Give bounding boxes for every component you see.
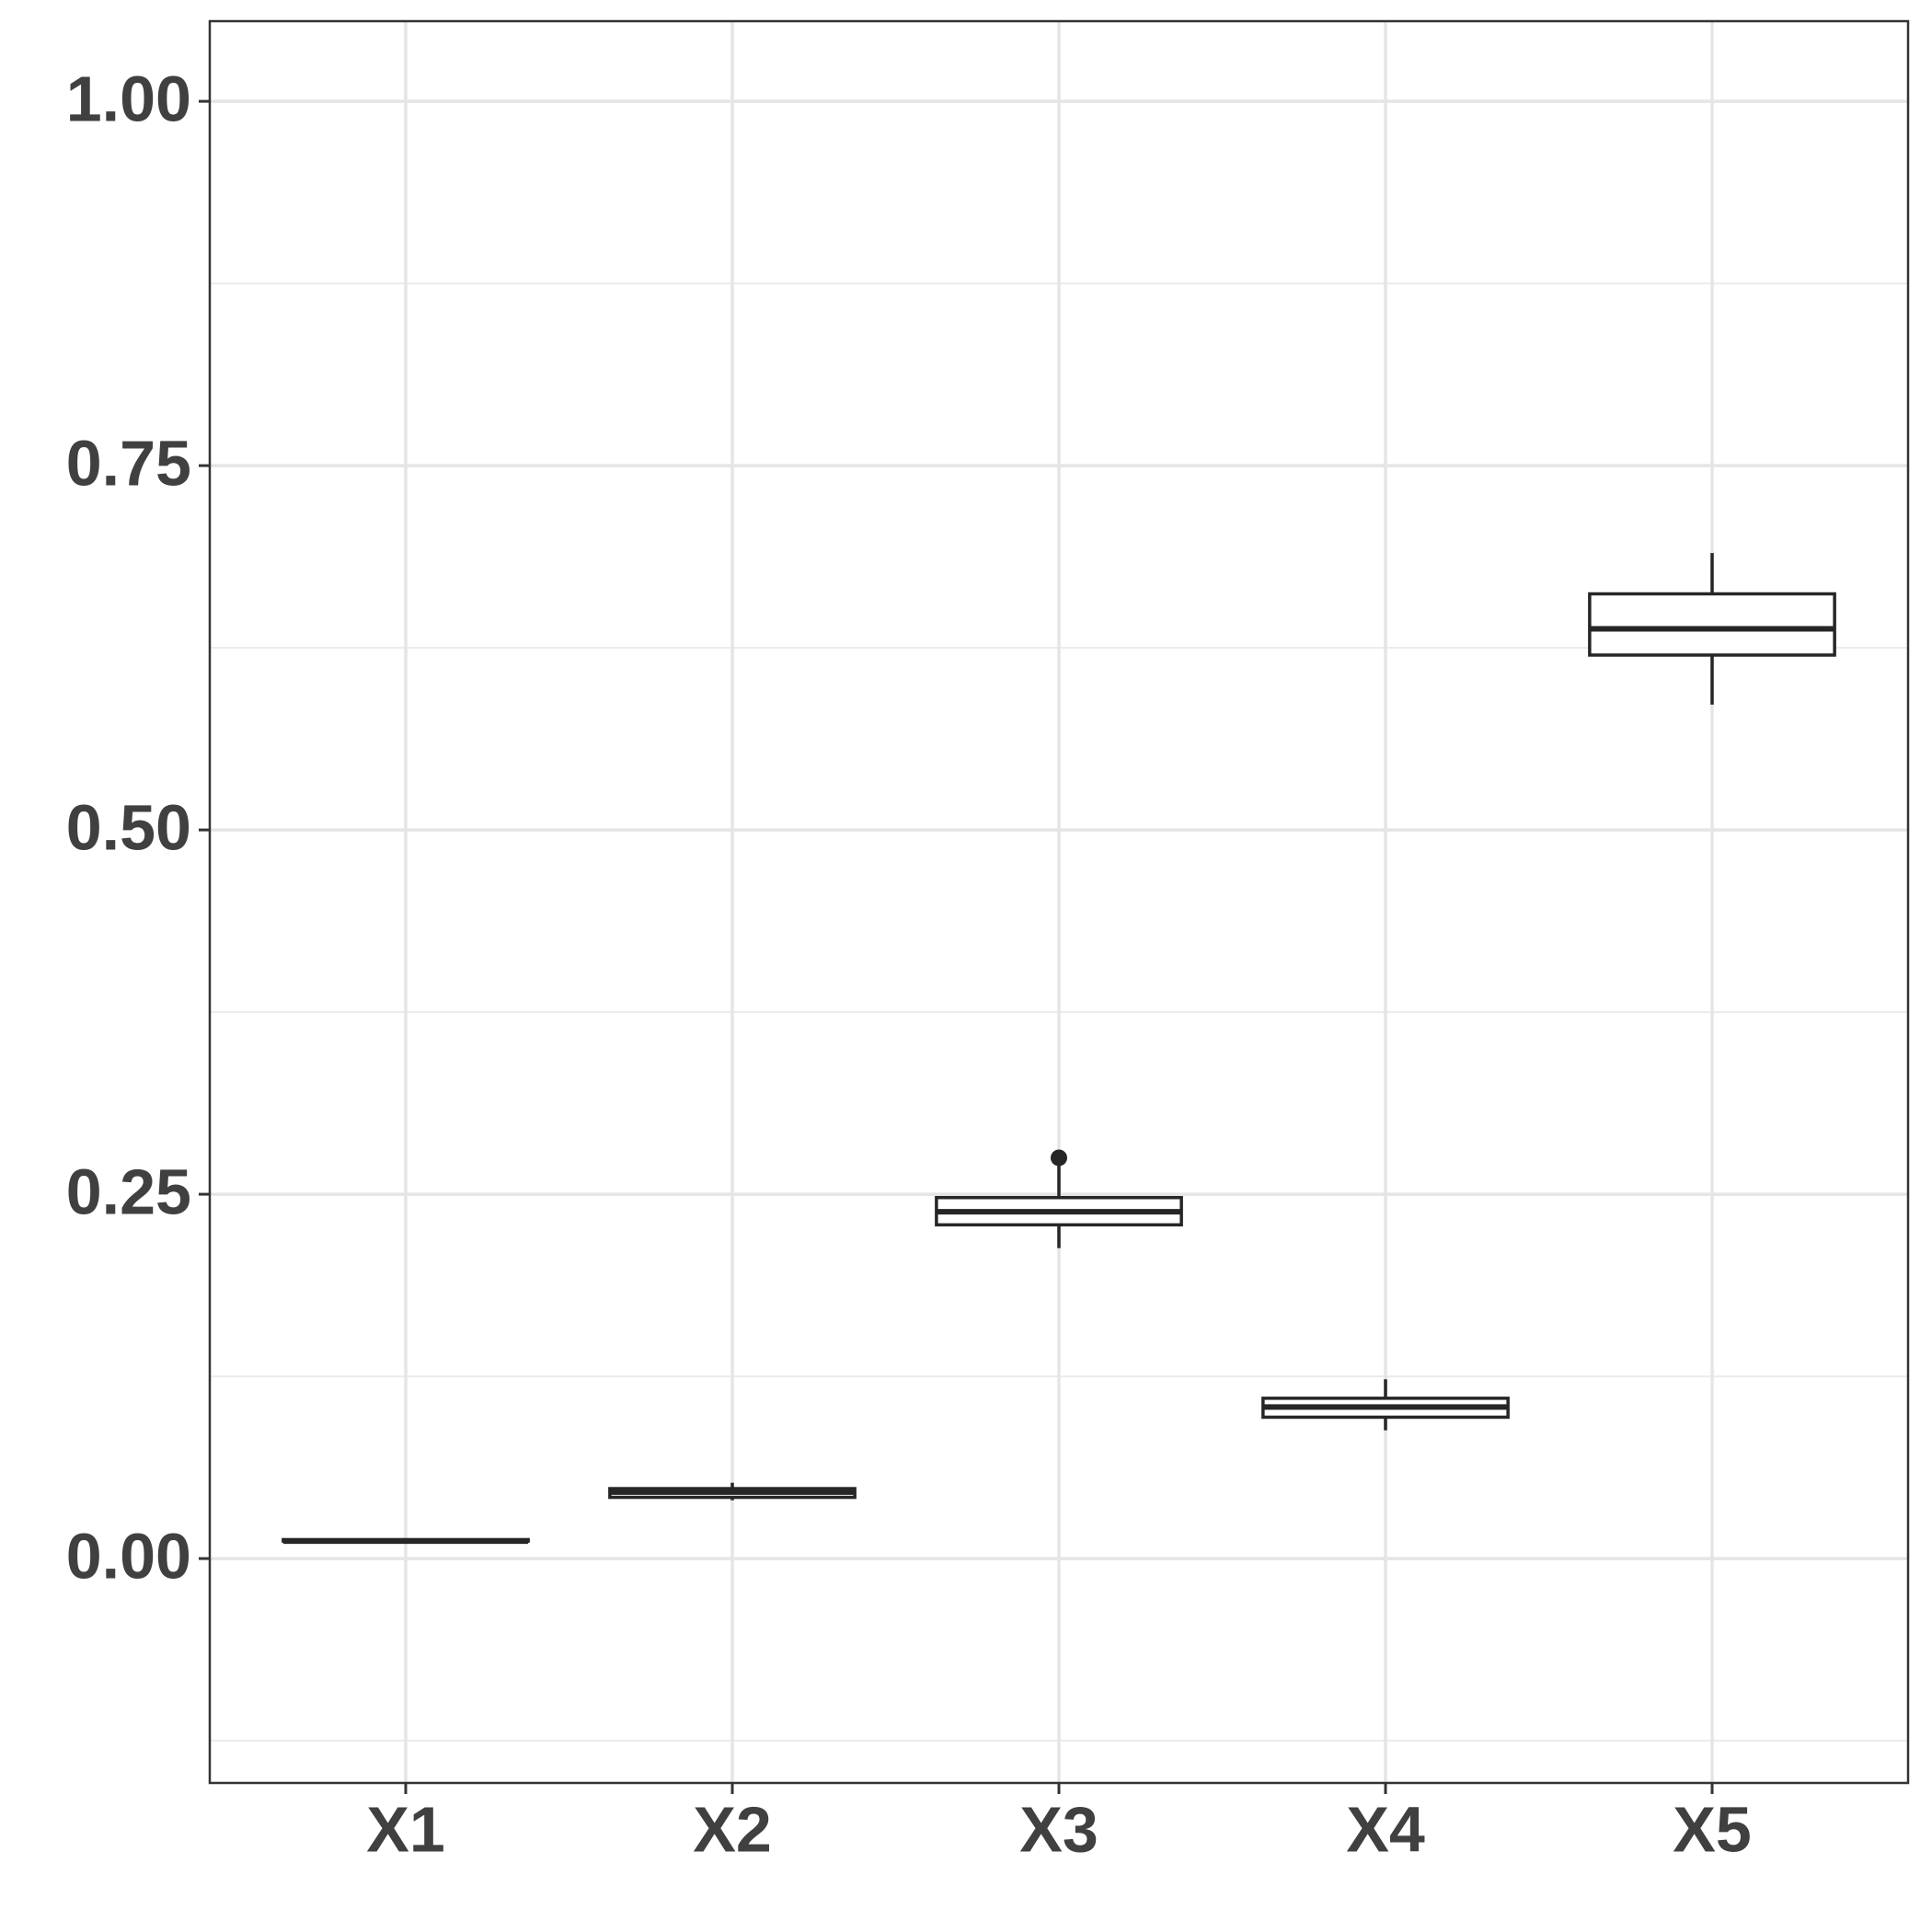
y-tick-label: 0.00 <box>66 1521 191 1593</box>
x-tick-label: X2 <box>693 1793 772 1865</box>
y-tick-label: 0.75 <box>66 428 191 500</box>
outlier <box>1051 1149 1067 1167</box>
y-tick-label: 0.50 <box>66 792 191 864</box>
x-tick-label: X5 <box>1673 1793 1752 1865</box>
x-tick-label: X4 <box>1346 1793 1425 1865</box>
y-tick-label: 1.00 <box>66 63 191 135</box>
x-tick-label: X1 <box>366 1793 445 1865</box>
panel-border <box>208 19 1910 1785</box>
x-tick-label: X3 <box>1019 1793 1098 1865</box>
box <box>1588 592 1836 657</box>
y-tick-label: 0.25 <box>66 1156 191 1228</box>
